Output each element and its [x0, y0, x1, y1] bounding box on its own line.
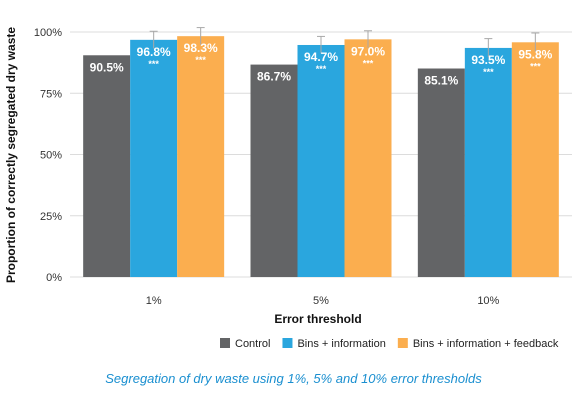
significance-label: ***	[148, 59, 159, 69]
bar-value-label: 97.0%	[351, 44, 385, 58]
figure-caption: Segregation of dry waste using 1%, 5% an…	[105, 371, 482, 386]
x-tick-label: 1%	[146, 295, 162, 307]
y-tick-label: 50%	[40, 150, 62, 162]
legend-label: Control	[235, 338, 270, 350]
bar	[83, 55, 131, 278]
x-tick-label: 5%	[313, 295, 329, 307]
bar-value-label: 90.5%	[90, 60, 124, 74]
legend-label: Bins + information	[297, 338, 385, 350]
y-axis-title: Proportion of correctly segregated dry w…	[4, 27, 18, 283]
bar	[130, 39, 178, 278]
bar-value-label: 85.1%	[424, 74, 458, 88]
significance-label: ***	[363, 58, 374, 68]
bar-value-label: 96.8%	[137, 45, 171, 59]
bar-value-label: 94.7%	[304, 50, 338, 64]
x-tick-label: 10%	[477, 295, 499, 307]
bar	[511, 42, 559, 277]
bar	[417, 68, 465, 277]
y-tick-label: 75%	[40, 88, 62, 100]
significance-label: ***	[483, 67, 494, 77]
legend-label: Bins + information + feedback	[413, 338, 559, 350]
significance-label: ***	[316, 64, 327, 74]
bar	[464, 47, 512, 277]
significance-label: ***	[530, 61, 541, 71]
bar	[297, 44, 345, 277]
y-tick-label: 25%	[40, 211, 62, 223]
legend: Control Bins + information Bins + informat…	[220, 338, 559, 350]
legend-swatch	[220, 338, 230, 348]
bar-value-label: 93.5%	[471, 53, 505, 67]
y-tick-label: 0%	[46, 272, 62, 284]
bar-value-label: 98.3%	[184, 41, 218, 55]
x-axis-title: Error threshold	[274, 312, 361, 326]
bar	[344, 39, 392, 277]
legend-swatch	[282, 338, 293, 348]
significance-label: ***	[195, 55, 206, 65]
y-tick-label: 100%	[34, 27, 62, 39]
bar	[177, 36, 225, 277]
y-axis-ticks: 0% 25% 50% 75% 100%	[34, 27, 62, 284]
bar-value-label: 95.8%	[518, 47, 552, 61]
bars: 90.5%96.8%***98.3%***86.7%94.7%***97.0%*…	[83, 27, 559, 278]
legend-swatch	[397, 338, 408, 348]
bar-value-label: 86.7%	[257, 70, 291, 84]
x-axis-ticks: 1% 5% 10%	[146, 295, 500, 307]
bar	[250, 64, 298, 278]
